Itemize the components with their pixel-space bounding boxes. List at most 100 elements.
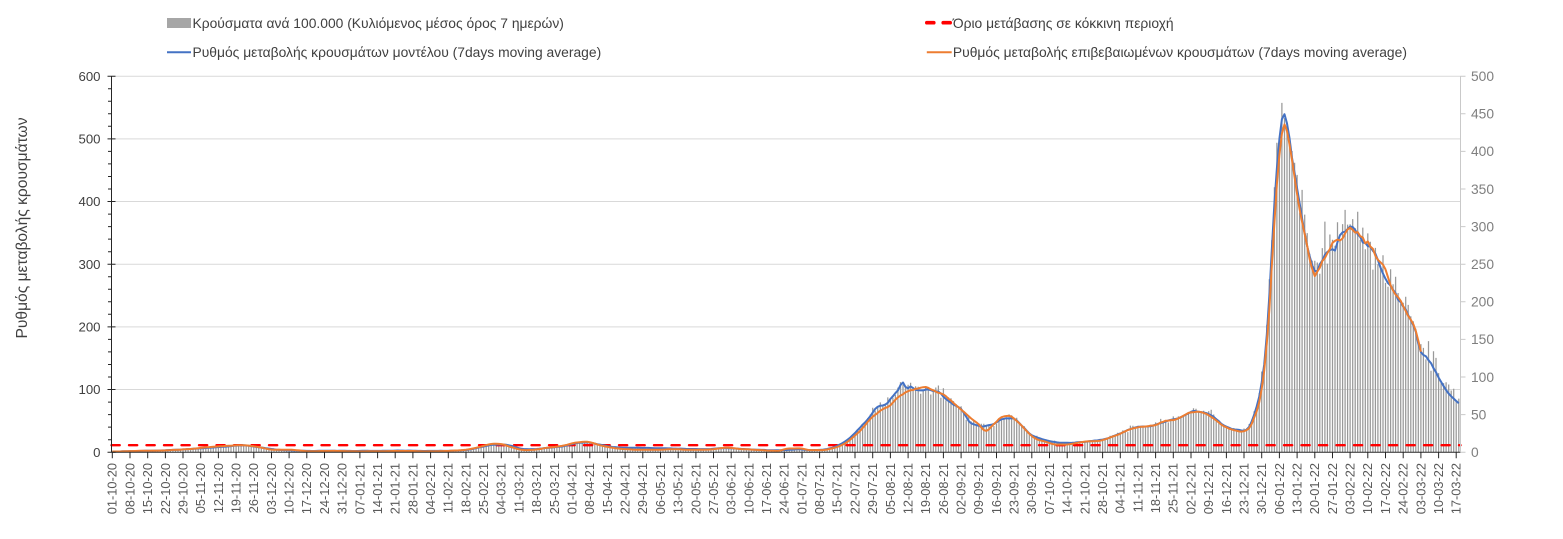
svg-text:21-01-21: 21-01-21 — [388, 463, 403, 514]
svg-text:0: 0 — [1471, 445, 1479, 460]
svg-text:15-04-21: 15-04-21 — [600, 463, 615, 514]
svg-text:10-03-22: 10-03-22 — [1431, 463, 1446, 514]
svg-text:17-06-21: 17-06-21 — [759, 463, 774, 514]
svg-text:500: 500 — [1471, 69, 1494, 84]
svg-text:10-06-21: 10-06-21 — [741, 463, 756, 514]
svg-text:24-02-22: 24-02-22 — [1396, 463, 1411, 514]
svg-text:27-01-22: 27-01-22 — [1325, 463, 1340, 514]
svg-text:03-03-22: 03-03-22 — [1413, 463, 1428, 514]
svg-text:06-01-22: 06-01-22 — [1272, 463, 1287, 514]
svg-text:19-11-20: 19-11-20 — [229, 463, 244, 513]
svg-text:16-12-21: 16-12-21 — [1219, 463, 1234, 514]
svg-text:200: 200 — [78, 320, 100, 335]
svg-text:06-05-21: 06-05-21 — [653, 463, 668, 514]
svg-text:14-10-21: 14-10-21 — [1060, 463, 1075, 514]
svg-text:09-09-21: 09-09-21 — [971, 463, 986, 514]
svg-text:450: 450 — [1471, 107, 1494, 122]
svg-text:07-10-21: 07-10-21 — [1042, 463, 1057, 514]
svg-text:17-02-22: 17-02-22 — [1378, 463, 1393, 514]
svg-text:30-09-21: 30-09-21 — [1024, 463, 1039, 514]
svg-text:03-12-20: 03-12-20 — [264, 463, 279, 514]
svg-text:11-11-21: 11-11-21 — [1130, 463, 1145, 512]
svg-text:20-05-21: 20-05-21 — [688, 463, 703, 514]
svg-text:08-10-20: 08-10-20 — [122, 463, 137, 514]
svg-text:25-11-21: 25-11-21 — [1166, 463, 1181, 513]
svg-text:500: 500 — [78, 132, 100, 147]
svg-text:10-02-22: 10-02-22 — [1360, 463, 1375, 514]
svg-text:28-10-21: 28-10-21 — [1095, 463, 1110, 514]
svg-text:13-01-22: 13-01-22 — [1290, 463, 1305, 514]
svg-text:Όριο μετάβασης σε κόκκινη περι: Όριο μετάβασης σε κόκκινη περιοχή — [952, 15, 1174, 31]
svg-text:12-11-20: 12-11-20 — [211, 463, 226, 513]
svg-text:10-12-20: 10-12-20 — [282, 463, 297, 514]
svg-text:01-10-20: 01-10-20 — [105, 463, 120, 514]
svg-text:08-07-21: 08-07-21 — [812, 463, 827, 514]
svg-text:29-10-20: 29-10-20 — [175, 463, 190, 514]
svg-text:350: 350 — [1471, 182, 1494, 197]
svg-text:04-11-21: 04-11-21 — [1113, 463, 1128, 513]
svg-text:22-10-20: 22-10-20 — [158, 463, 173, 514]
svg-text:100: 100 — [78, 382, 100, 397]
svg-text:29-04-21: 29-04-21 — [635, 463, 650, 514]
svg-text:15-07-21: 15-07-21 — [830, 463, 845, 514]
svg-text:18-02-21: 18-02-21 — [458, 463, 473, 514]
svg-text:27-05-21: 27-05-21 — [706, 463, 721, 514]
svg-text:20-01-22: 20-01-22 — [1307, 463, 1322, 514]
svg-text:300: 300 — [1471, 219, 1494, 234]
svg-text:02-12-21: 02-12-21 — [1183, 463, 1198, 514]
svg-text:22-07-21: 22-07-21 — [847, 463, 862, 514]
svg-text:01-04-21: 01-04-21 — [565, 463, 580, 514]
svg-text:100: 100 — [1471, 370, 1494, 385]
svg-text:15-10-20: 15-10-20 — [140, 463, 155, 514]
svg-text:Ρυθμός μεταβολής επιβεβαιωμένω: Ρυθμός μεταβολής επιβεβαιωμένων κρουσμάτ… — [953, 44, 1407, 60]
svg-text:Ρυθμός μεταβολής κρουσμάτων μο: Ρυθμός μεταβολής κρουσμάτων μοντέλου (7d… — [193, 44, 602, 60]
svg-text:24-12-20: 24-12-20 — [317, 463, 332, 514]
svg-text:24-06-21: 24-06-21 — [777, 463, 792, 514]
svg-text:26-08-21: 26-08-21 — [936, 463, 951, 514]
svg-text:03-06-21: 03-06-21 — [724, 463, 739, 514]
svg-text:01-07-21: 01-07-21 — [794, 463, 809, 514]
svg-text:400: 400 — [78, 194, 100, 209]
svg-text:25-02-21: 25-02-21 — [476, 463, 491, 514]
svg-text:12-08-21: 12-08-21 — [901, 463, 916, 514]
svg-text:17-03-22: 17-03-22 — [1449, 463, 1464, 514]
svg-text:21-10-21: 21-10-21 — [1077, 463, 1092, 514]
svg-text:300: 300 — [78, 257, 100, 272]
svg-text:13-05-21: 13-05-21 — [671, 463, 686, 514]
svg-text:31-12-20: 31-12-20 — [335, 463, 350, 514]
svg-text:250: 250 — [1471, 257, 1494, 272]
svg-text:0: 0 — [93, 445, 100, 460]
svg-text:23-12-21: 23-12-21 — [1236, 463, 1251, 514]
svg-text:11-03-21: 11-03-21 — [511, 463, 526, 513]
svg-text:09-12-21: 09-12-21 — [1201, 463, 1216, 514]
svg-text:14-01-21: 14-01-21 — [370, 463, 385, 514]
svg-text:23-09-21: 23-09-21 — [1007, 463, 1022, 514]
svg-text:600: 600 — [78, 69, 100, 84]
svg-text:04-03-21: 04-03-21 — [494, 463, 509, 514]
svg-text:11-02-21: 11-02-21 — [441, 463, 456, 513]
svg-text:18-03-21: 18-03-21 — [529, 463, 544, 514]
svg-text:19-08-21: 19-08-21 — [918, 463, 933, 514]
svg-text:22-04-21: 22-04-21 — [618, 463, 633, 514]
svg-text:18-11-21: 18-11-21 — [1148, 463, 1163, 513]
svg-text:Ρυθμός μεταβολής κρουσμάτων: Ρυθμός μεταβολής κρουσμάτων — [14, 117, 31, 338]
svg-text:02-09-21: 02-09-21 — [954, 463, 969, 514]
svg-text:05-11-20: 05-11-20 — [193, 463, 208, 513]
svg-text:04-02-21: 04-02-21 — [423, 463, 438, 514]
svg-text:16-09-21: 16-09-21 — [989, 463, 1004, 514]
svg-text:25-03-21: 25-03-21 — [547, 463, 562, 514]
svg-text:400: 400 — [1471, 144, 1494, 159]
svg-text:07-01-21: 07-01-21 — [352, 463, 367, 514]
svg-text:17-12-20: 17-12-20 — [299, 463, 314, 514]
svg-text:29-07-21: 29-07-21 — [865, 463, 880, 514]
svg-text:08-04-21: 08-04-21 — [582, 463, 597, 514]
svg-text:Κρούσματα ανά 100.000 (Κυλιόμε: Κρούσματα ανά 100.000 (Κυλιόμενος μέσος … — [193, 15, 564, 31]
svg-text:50: 50 — [1471, 407, 1487, 422]
svg-text:05-08-21: 05-08-21 — [883, 463, 898, 514]
svg-text:150: 150 — [1471, 332, 1494, 347]
svg-text:200: 200 — [1471, 295, 1494, 310]
svg-text:28-01-21: 28-01-21 — [405, 463, 420, 514]
svg-text:30-12-21: 30-12-21 — [1254, 463, 1269, 514]
svg-text:03-02-22: 03-02-22 — [1343, 463, 1358, 514]
svg-text:26-11-20: 26-11-20 — [246, 463, 261, 513]
